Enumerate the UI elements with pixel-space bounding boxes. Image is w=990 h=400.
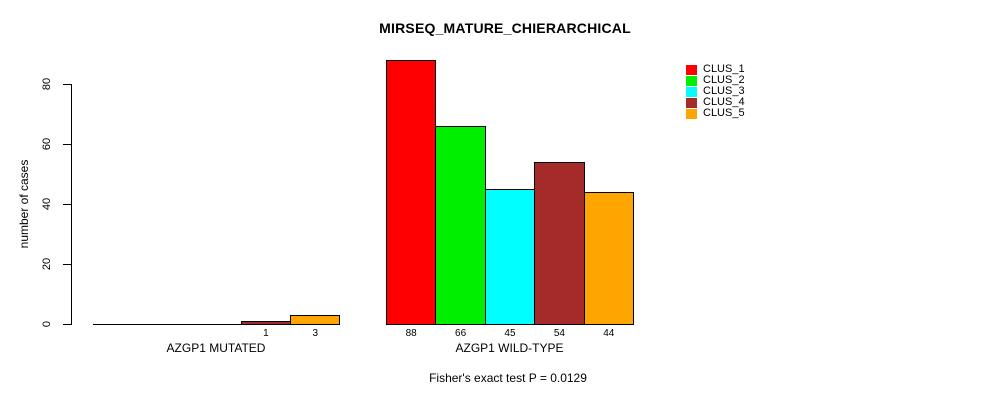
legend-item: CLUS_4 — [686, 97, 745, 108]
bar-value-label: 3 — [312, 328, 319, 339]
y-tick-label: 0 — [41, 320, 53, 328]
y-tick-label: 20 — [41, 257, 53, 271]
caption: Fisher's exact test P = 0.0129 — [429, 371, 587, 385]
legend-swatch-icon — [686, 97, 697, 108]
bar-value-label: 44 — [603, 328, 615, 339]
zero-bar — [92, 324, 143, 325]
y-axis-line — [71, 84, 72, 325]
y-tick-label: 80 — [41, 77, 53, 91]
legend-item: CLUS_1 — [686, 64, 745, 75]
bar — [386, 60, 437, 325]
bar — [583, 192, 634, 325]
legend-label: CLUS_2 — [703, 74, 745, 86]
legend-item: CLUS_5 — [686, 108, 745, 119]
y-tick — [63, 84, 71, 85]
legend-item: CLUS_2 — [686, 75, 745, 86]
legend-swatch-icon — [686, 64, 697, 75]
bar — [240, 321, 292, 325]
legend-swatch-icon — [686, 75, 697, 86]
legend-label: CLUS_1 — [703, 63, 745, 75]
legend: CLUS_1 CLUS_2 CLUS_3 CLUS_4 CLUS_5 — [686, 64, 745, 119]
chart-title: MIRSEQ_MATURE_CHIERARCHICAL — [379, 20, 631, 36]
legend-swatch-icon — [686, 86, 697, 97]
y-tick-label: 60 — [41, 137, 53, 151]
bar-value-label: 88 — [405, 328, 417, 339]
bar — [435, 126, 486, 325]
legend-label: CLUS_4 — [703, 96, 745, 108]
zero-bar — [141, 324, 193, 325]
group-label: AZGP1 WILD-TYPE — [455, 341, 564, 355]
bar-value-label: 66 — [455, 328, 467, 339]
y-tick — [63, 144, 71, 145]
legend-swatch-icon — [686, 108, 697, 119]
legend-label: CLUS_3 — [703, 85, 745, 97]
bar-value-label: 54 — [553, 328, 565, 339]
bar-value-label: 45 — [504, 328, 516, 339]
legend-label: CLUS_5 — [703, 107, 745, 119]
bar — [534, 162, 585, 325]
bar — [484, 189, 536, 325]
bar-value-label: 1 — [263, 328, 269, 339]
y-tick — [63, 264, 71, 265]
group-label: AZGP1 MUTATED — [166, 341, 266, 355]
legend-item: CLUS_3 — [686, 86, 745, 97]
bar — [290, 315, 341, 325]
y-tick — [63, 204, 71, 205]
y-tick-label: 40 — [41, 197, 53, 211]
zero-bar — [191, 324, 242, 325]
y-tick — [63, 324, 71, 325]
